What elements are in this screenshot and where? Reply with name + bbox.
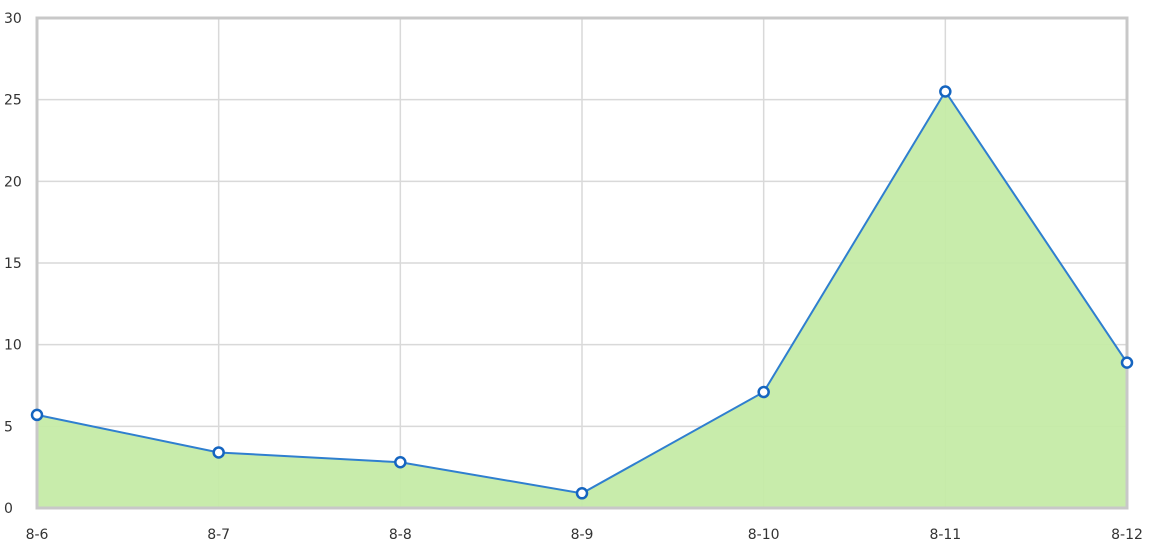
y-tick-label: 30 bbox=[4, 11, 22, 27]
y-tick-label: 15 bbox=[4, 256, 22, 272]
y-tick-label: 20 bbox=[4, 174, 22, 190]
data-point-8-10[interactable] bbox=[757, 385, 770, 399]
data-point-8-12[interactable] bbox=[1120, 356, 1134, 369]
y-tick-label: 25 bbox=[4, 93, 22, 109]
x-tick-label: 8-7 bbox=[207, 527, 230, 543]
data-point-8-11[interactable] bbox=[939, 85, 952, 98]
x-tick-label: 8-12 bbox=[1111, 527, 1143, 543]
series-area-fill bbox=[37, 91, 1127, 508]
data-points bbox=[30, 85, 1134, 500]
y-tick-label: 0 bbox=[4, 501, 13, 517]
data-point-8-9[interactable] bbox=[575, 487, 589, 500]
data-point-8-8[interactable] bbox=[394, 456, 407, 469]
x-tick-label: 8-8 bbox=[389, 527, 412, 543]
x-tick-label: 8-11 bbox=[929, 527, 961, 543]
y-axis-tick-labels: 0 5 10 15 20 25 30 bbox=[4, 11, 22, 517]
plot-frame bbox=[35, 16, 1129, 510]
y-tick-label: 10 bbox=[4, 338, 22, 354]
x-tick-label: 8-9 bbox=[571, 527, 594, 543]
y-tick-label: 5 bbox=[4, 419, 13, 435]
x-tick-label: 8-10 bbox=[748, 527, 780, 543]
data-point-8-7[interactable] bbox=[212, 446, 225, 459]
x-tick-label: 8-6 bbox=[26, 527, 49, 543]
x-axis-tick-labels: 8-6 8-7 8-8 8-9 8-10 8-11 8-12 bbox=[26, 527, 1143, 543]
data-point-8-6[interactable] bbox=[30, 408, 44, 422]
